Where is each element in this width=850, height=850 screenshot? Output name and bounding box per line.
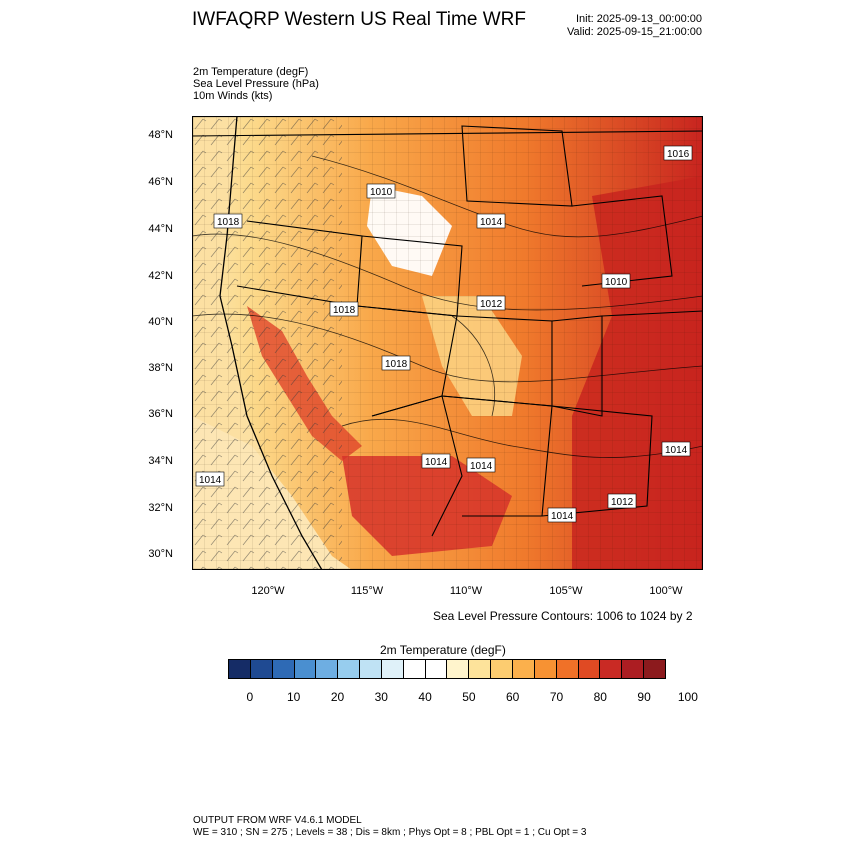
field-pressure: Sea Level Pressure (hPa) — [193, 78, 319, 90]
colorbar-label: 90 — [637, 690, 651, 704]
colorbar-label: 50 — [462, 690, 476, 704]
map-panel: 1010 1018 1014 1018 1012 1010 1014 1018 … — [192, 116, 703, 570]
lat-label: 32°N — [148, 502, 173, 514]
colorbar-label: 70 — [549, 690, 564, 704]
pressure-label: 1018 — [385, 359, 408, 370]
valid-time: Valid: 2025-09-15_21:00:00 — [567, 26, 702, 38]
pressure-label: 1010 — [605, 277, 628, 288]
colorbar-label: 80 — [593, 690, 607, 704]
colorbar-label: 10 — [287, 690, 301, 704]
pressure-label: 1012 — [611, 497, 634, 508]
lat-label: 46°N — [148, 176, 173, 188]
colorbar-swatch — [338, 660, 361, 678]
colorbar-swatch — [600, 660, 623, 678]
lon-label: 110°W — [449, 585, 483, 597]
lat-label: 38°N — [148, 362, 173, 374]
contour-note: Sea Level Pressure Contours: 1006 to 102… — [433, 609, 693, 623]
colorbar-swatch — [491, 660, 513, 678]
model-config: WE = 310 ; SN = 275 ; Levels = 38 ; Dis … — [193, 827, 587, 838]
pressure-label: 1014 — [199, 475, 222, 486]
init-time: Init: 2025-09-13_00:00:00 — [576, 13, 702, 25]
lon-label: 115°W — [350, 585, 384, 597]
colorbar-swatch — [272, 660, 295, 678]
colorbar-title: 2m Temperature (degF) — [380, 643, 506, 657]
colorbar-label: 100 — [677, 690, 698, 704]
lat-label: 36°N — [148, 408, 173, 420]
lon-label: 100°W — [649, 585, 683, 597]
pressure-label: 1016 — [667, 149, 690, 160]
pressure-label: 1012 — [480, 299, 503, 310]
colorbar-swatch — [229, 660, 251, 678]
colorbar-swatch — [578, 660, 601, 678]
pressure-labels: 1010 1018 1014 1018 1012 1010 1014 1018 … — [195, 145, 693, 523]
field-temperature: 2m Temperature (degF) — [193, 66, 309, 78]
colorbar-swatch — [381, 660, 404, 678]
map-frame — [192, 116, 703, 570]
pressure-label: 1014 — [480, 217, 503, 228]
colorbar-swatch — [316, 660, 339, 678]
state-borders — [192, 125, 703, 537]
colorbar-label: 60 — [506, 690, 520, 704]
pressure-label: 1014 — [665, 445, 688, 456]
pressure-contours — [192, 155, 703, 458]
pressure-label: 1018 — [333, 305, 356, 316]
lat-label: 42°N — [148, 270, 173, 282]
colorbar-swatch — [556, 660, 579, 678]
map-title: IWFAQRP Western US Real Time WRF — [192, 9, 526, 30]
colorbar-label: 20 — [330, 690, 345, 704]
map-canvas: 1010 1018 1014 1018 1012 1010 1014 1018 … — [192, 116, 703, 570]
colorbar — [228, 659, 666, 679]
colorbar-swatch — [250, 660, 273, 678]
colorbar-label: 30 — [374, 690, 388, 704]
lat-label: 48°N — [148, 129, 173, 141]
model-version: OUTPUT FROM WRF V4.6.1 MODEL — [193, 815, 362, 826]
run-times: Init: 2025-09-13_00:00:00 Valid: 2025-09… — [567, 13, 702, 39]
pressure-label: 1014 — [470, 461, 493, 472]
pressure-label: 1010 — [370, 187, 393, 198]
lat-label: 40°N — [148, 316, 173, 328]
colorbar-swatch — [403, 660, 426, 678]
lat-label: 34°N — [148, 455, 173, 467]
pressure-label: 1014 — [551, 511, 574, 522]
colorbar-label: 40 — [418, 690, 432, 704]
colorbar-swatch — [294, 660, 317, 678]
colorbar-swatch — [644, 660, 665, 678]
lon-label: 120°W — [251, 585, 285, 597]
lon-label: 105°W — [549, 585, 583, 597]
field-list: 2m Temperature (degF) Sea Level Pressure… — [193, 66, 319, 102]
colorbar-label: 0 — [246, 690, 254, 704]
colorbar-swatch — [360, 660, 382, 678]
colorbar-swatch — [447, 660, 470, 678]
pressure-label: 1014 — [425, 457, 448, 468]
lat-label: 44°N — [148, 223, 173, 235]
footer: OUTPUT FROM WRF V4.6.1 MODEL WE = 310 ; … — [193, 815, 586, 839]
lat-label: 30°N — [148, 548, 173, 560]
colorbar-swatch — [512, 660, 535, 678]
colorbar-swatch — [469, 660, 492, 678]
field-winds: 10m Winds (kts) — [193, 90, 273, 102]
colorbar-swatch — [425, 660, 448, 678]
pressure-label: 1018 — [217, 217, 240, 228]
colorbar-swatch — [534, 660, 557, 678]
coastline — [219, 116, 323, 570]
colorbar-swatch — [622, 660, 645, 678]
